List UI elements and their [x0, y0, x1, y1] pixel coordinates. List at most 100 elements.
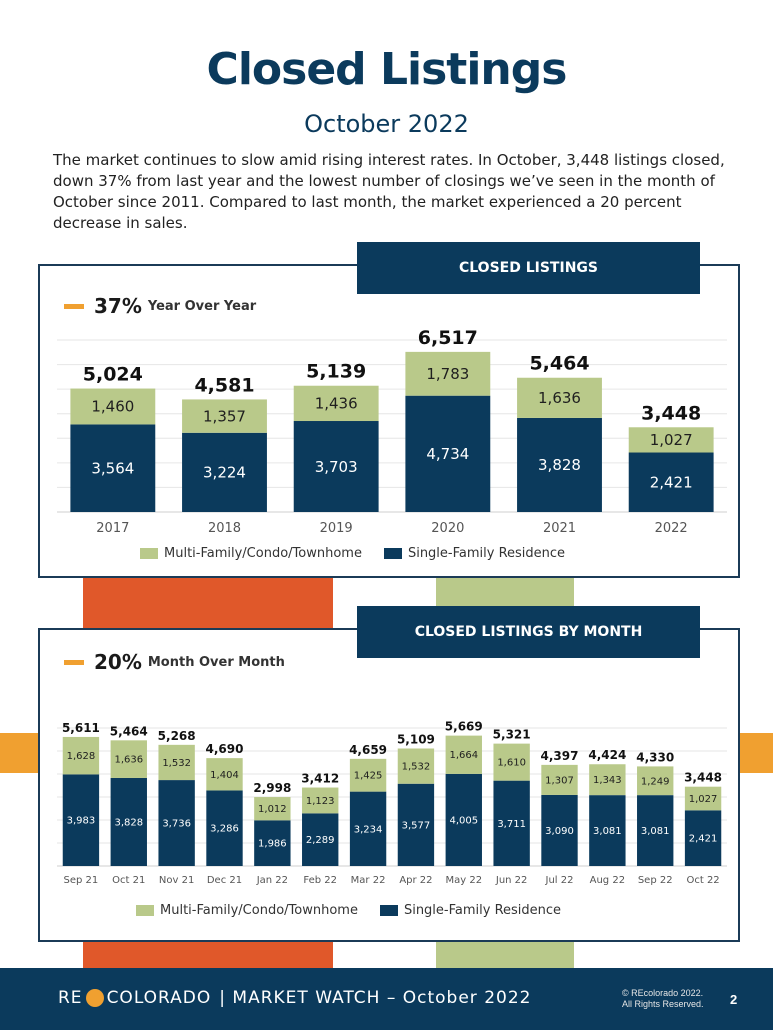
monthly-chart-header: CLOSED LISTINGS BY MONTH: [357, 606, 700, 658]
legend-swatch-single: [379, 905, 398, 916]
bar-label-multi-family: 1,664: [449, 750, 478, 761]
bar-total-label: 5,321: [493, 728, 531, 742]
bar-label-single-family: 4,005: [449, 815, 478, 826]
bar-label-multi-family: 1,610: [497, 758, 526, 769]
x-tick-label: Apr 22: [399, 875, 432, 886]
bar-label-multi-family: 1,404: [210, 770, 239, 781]
legend-item-single: Single-Family Residence: [379, 903, 562, 918]
bar-label-multi-family: 1,027: [650, 431, 693, 449]
bar-single-family: [293, 421, 379, 512]
bar-label-multi-family: 1,783: [426, 365, 469, 383]
bar-label-multi-family: 1,012: [258, 804, 287, 815]
bar-total-label: 4,330: [636, 750, 674, 764]
bar-single-family: [349, 791, 387, 866]
bar-total-label: 5,669: [445, 720, 483, 734]
bar-single-family: [589, 795, 626, 866]
monthly-chart-legend: Multi-Family/Condo/Townhome Single-Famil…: [136, 903, 583, 918]
bar-multi-family: [637, 766, 674, 796]
bar-multi-family: [70, 388, 156, 425]
bar-label-multi-family: 1,357: [203, 407, 246, 425]
bar-multi-family: [684, 786, 722, 811]
page-title: Closed Listings: [206, 44, 568, 95]
bar-single-family: [182, 432, 267, 512]
bar-label-single-family: 3,286: [210, 824, 239, 835]
yearly-closed-listings-chart: 3,564 1,460 5,024 2017 3,224 1,357 4,581 2018 3,…: [57, 327, 727, 536]
bar-multi-family: [628, 427, 714, 453]
bar-label-single-family: 3,564: [91, 459, 134, 477]
bar-multi-family: [254, 797, 291, 821]
page-subtitle: October 2022: [304, 110, 469, 138]
x-tick-label: 2017: [96, 521, 129, 536]
legend-label-single: Single-Family Residence: [403, 903, 562, 918]
bar-single-family: [62, 774, 100, 866]
bar-multi-family: [517, 377, 602, 418]
bar-label-single-family: 3,081: [641, 826, 670, 837]
bar-multi-family: [110, 740, 147, 778]
decor-strip-green-bottom: [436, 940, 574, 970]
x-tick-label: Nov 21: [159, 875, 194, 886]
x-tick-label: 2020: [431, 521, 464, 536]
bar-label-single-family: 3,577: [402, 820, 431, 831]
bar-label-single-family: 2,421: [689, 834, 718, 845]
bar-single-family: [405, 395, 491, 512]
brand-logo-right: COLORADO: [106, 988, 212, 1008]
bar-label-multi-family: 1,532: [402, 762, 431, 773]
brand-logo-left: RE: [58, 988, 83, 1008]
bar-label-single-family: 3,224: [203, 464, 246, 482]
monthly-kpi-percent: 20%: [94, 650, 142, 674]
bar-multi-family: [349, 758, 387, 792]
x-tick-label: Aug 22: [590, 875, 625, 886]
bar-label-multi-family: 1,123: [306, 796, 335, 807]
bar-single-family: [254, 820, 291, 866]
bar-label-single-family: 4,734: [426, 445, 469, 463]
decor-strip-orange-bottom: [83, 940, 333, 970]
legend-swatch-single: [383, 548, 402, 559]
page-footer: RE COLORADO | MARKET WATCH – October 202…: [0, 968, 773, 1030]
bar-single-family: [445, 773, 482, 866]
x-tick-label: Dec 21: [207, 875, 242, 886]
bar-single-family: [628, 452, 714, 512]
bar-total-label: 3,412: [301, 772, 339, 786]
bar-label-multi-family: 1,425: [354, 771, 383, 782]
copyright-line-2: All Rights Reserved.: [622, 999, 704, 1009]
x-tick-label: Feb 22: [303, 875, 337, 886]
bar-label-multi-family: 1,532: [162, 758, 191, 769]
bar-multi-family: [182, 399, 267, 433]
legend-label-multi: Multi-Family/Condo/Townhome: [160, 903, 358, 918]
bar-total-label: 5,139: [306, 361, 366, 383]
bar-label-single-family: 3,828: [114, 817, 143, 828]
x-tick-label: Oct 21: [112, 875, 145, 886]
x-tick-label: Jan 22: [256, 875, 288, 886]
bar-total-label: 4,397: [541, 749, 579, 763]
bar-total-label: 4,424: [588, 748, 626, 762]
bar-label-single-family: 2,421: [650, 474, 693, 492]
footer-section-title: | MARKET WATCH – October 2022: [219, 988, 532, 1008]
bar-total-label: 3,448: [641, 402, 701, 424]
bar-single-family: [158, 780, 195, 866]
brand-logo: RE COLORADO | MARKET WATCH – October 202…: [58, 988, 531, 1008]
bar-single-family: [397, 783, 435, 866]
bar-label-multi-family: 1,436: [315, 395, 358, 413]
yearly-chart-legend: Multi-Family/Condo/Townhome Single-Famil…: [140, 546, 587, 561]
copyright-notice: © REcolorado 2022. All Rights Reserved.: [622, 988, 704, 1010]
bar-total-label: 5,464: [110, 724, 148, 738]
bar-label-single-family: 3,828: [538, 456, 581, 474]
page-number: 2: [730, 992, 738, 1007]
x-tick-label: 2021: [543, 521, 576, 536]
bar-label-single-family: 3,090: [545, 826, 574, 837]
bar-single-family: [110, 777, 147, 866]
monthly-closed-listings-chart: 3,983 1,628 5,611 Sep 21 3,828 1,636 5,464 Oct …: [57, 720, 727, 886]
bar-label-single-family: 3,983: [67, 816, 96, 827]
x-tick-label: Oct 22: [686, 875, 719, 886]
brand-logo-icon: [85, 989, 104, 1007]
bar-total-label: 5,611: [62, 721, 100, 735]
bar-label-single-family: 3,703: [315, 458, 358, 476]
bar-label-single-family: 1,986: [258, 839, 287, 850]
bar-multi-family: [405, 351, 491, 396]
bar-multi-family: [493, 743, 530, 781]
yearly-chart-header: CLOSED LISTINGS: [357, 242, 700, 294]
bar-label-multi-family: 1,249: [641, 776, 670, 787]
bar-label-single-family: 2,289: [306, 835, 335, 846]
kpi-dash-icon: [64, 303, 84, 309]
bar-single-family: [206, 790, 243, 866]
